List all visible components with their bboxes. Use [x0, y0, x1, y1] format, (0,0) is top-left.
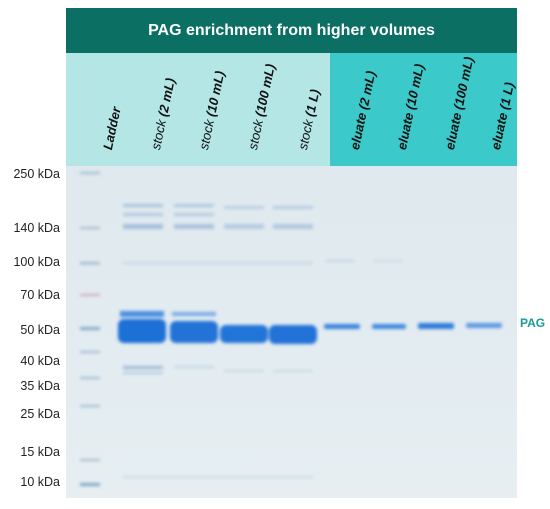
stock-lower-band-3	[224, 370, 264, 372]
ladder-band-70	[80, 294, 100, 296]
mw-label-10: 10 kDa	[20, 475, 60, 489]
stock-smear-4b	[273, 224, 313, 229]
mw-label-140: 140 kDa	[13, 221, 60, 235]
eluate-band-10ml	[372, 324, 406, 329]
ladder-band-15	[80, 459, 100, 461]
ladder-lane	[80, 172, 100, 486]
stock-smear-100kda	[123, 262, 313, 264]
gel-image	[66, 166, 517, 498]
mw-label-35: 35 kDa	[20, 379, 60, 393]
stock-lower-band-2	[174, 366, 214, 368]
stock-band-1l	[269, 325, 317, 344]
eluate-faint-100kda-1	[325, 260, 355, 262]
ladder-band-140	[80, 227, 100, 229]
stock-band-10ml	[170, 321, 218, 343]
stock-smear-2b	[174, 213, 214, 216]
stock-smear-3b	[224, 224, 264, 229]
mw-label-70: 70 kDa	[20, 288, 60, 302]
mw-label-100: 100 kDa	[13, 255, 60, 269]
eluate-lanes-header	[330, 53, 517, 166]
mw-label-15: 15 kDa	[20, 445, 60, 459]
stock-smear-1	[123, 204, 163, 207]
eluate-band-2ml	[324, 324, 360, 329]
ladder-band-25	[80, 405, 100, 407]
stock-lanes-header	[66, 53, 330, 166]
ladder-band-50	[80, 327, 100, 330]
ladder-band-40	[80, 351, 100, 353]
stock-smear-4	[273, 206, 313, 209]
stock-lower-band-1	[123, 366, 163, 369]
ladder-band-35	[80, 377, 100, 379]
figure-title: PAG enrichment from higher volumes	[66, 8, 517, 53]
stock-smear-1b	[123, 213, 163, 216]
stock-band-2ml-upper	[120, 311, 164, 317]
stock-lower-band-4	[273, 370, 313, 372]
ladder-band-10	[80, 483, 100, 486]
mw-label-50: 50 kDa	[20, 323, 60, 337]
pag-band-label: PAG	[520, 316, 546, 330]
mw-label-25: 25 kDa	[20, 407, 60, 421]
eluate-band-1l	[466, 323, 502, 328]
stock-bottom-band	[123, 476, 313, 478]
mw-label-40: 40 kDa	[20, 354, 60, 368]
eluate-lanes	[324, 260, 502, 329]
stock-band-2ml	[118, 319, 166, 343]
stock-lanes	[118, 204, 317, 478]
ladder-band-250	[80, 172, 100, 174]
stock-smear-2c	[174, 224, 214, 229]
mw-label-250: 250 kDa	[13, 167, 60, 181]
stock-band-10ml-upper	[172, 312, 216, 316]
stock-smear-3	[224, 206, 264, 209]
eluate-faint-100kda-2	[373, 260, 403, 262]
stock-band-100ml	[220, 325, 268, 343]
stock-smear-2	[174, 204, 214, 207]
stock-smear-1c	[123, 224, 163, 229]
stock-lower-band-1b	[123, 372, 163, 374]
ladder-band-100	[80, 262, 100, 265]
eluate-band-100ml	[418, 323, 454, 329]
